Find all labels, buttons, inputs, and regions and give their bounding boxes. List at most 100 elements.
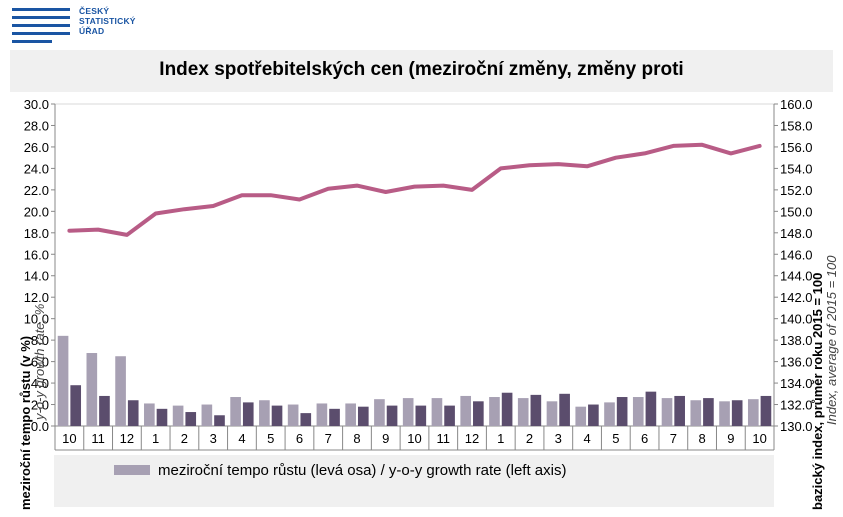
bar-growth-curr [70,385,82,426]
bar-growth-prev [690,400,702,426]
bar-growth-curr [731,400,743,426]
bar-growth-curr [473,401,484,426]
left-tick-label: 4.0 [31,376,49,391]
bar-growth-curr [214,415,225,426]
bar-growth-prev [86,353,98,426]
bar-growth-prev [402,398,414,426]
bar-growth-prev [719,401,730,426]
category-label: 5 [267,431,274,446]
right-tick-label: 146.0 [780,247,813,262]
bar-growth-curr [386,405,398,426]
legend: meziroční tempo růstu (levá osa) / y-o-y… [54,455,774,507]
category-label: 4 [583,431,590,446]
bar-growth-prev [287,404,299,426]
right-tick-label: 132.0 [780,398,813,413]
bar-growth-prev [661,398,673,426]
left-axis-label-en: y-o-y growth rate, % [32,303,47,420]
right-tick-label: 140.0 [780,312,813,327]
logo-stripe [12,16,70,19]
logo-line-2: STATISTICKÝ [79,16,136,26]
right-tick-label: 160.0 [780,97,813,112]
left-tick-label: 2.0 [31,398,49,413]
left-tick-label: 20.0 [24,204,49,219]
logo-line-1: ČESKÝ [79,6,110,16]
logo-stripe [12,32,70,35]
logo-line-3: ÚŘAD [79,26,105,36]
left-tick-label: 30.0 [24,97,49,112]
category-label: 6 [641,431,648,446]
bar-growth-curr [559,393,570,426]
category-label: 12 [120,431,134,446]
bar-growth-prev [575,406,587,426]
right-tick-label: 152.0 [780,183,813,198]
left-tick-label: 12.0 [24,290,49,305]
left-tick-label: 18.0 [24,226,49,241]
category-label: 1 [152,431,159,446]
bar-growth-curr [329,408,340,426]
bar-growth-curr [99,395,110,426]
category-label: 1 [497,431,504,446]
bar-growth-curr [185,412,197,426]
left-tick-label: 22.0 [24,183,49,198]
bar-growth-prev [345,403,356,426]
bar-growth-prev [489,397,500,426]
left-tick-label: 16.0 [24,247,49,262]
bar-growth-prev [316,403,328,426]
left-tick-label: 26.0 [24,140,49,155]
bar-growth-curr [530,394,542,426]
logo-stripe [12,24,70,27]
category-label: 8 [698,431,705,446]
right-tick-label: 134.0 [780,376,813,391]
left-tick-label: 14.0 [24,269,49,284]
index-line [67,142,762,237]
bar-growth-curr [156,408,168,426]
bar-growth-prev [144,403,155,426]
bar-growth-prev [604,402,615,426]
bar-growth-curr [444,405,455,426]
right-tick-label: 148.0 [780,226,813,241]
category-label: 6 [296,431,303,446]
bar-growth-prev [230,397,241,426]
logo-stripe [12,40,52,43]
bar-growth-prev [115,356,126,426]
category-label: 8 [353,431,360,446]
left-tick-label: 8.0 [31,333,49,348]
bar-growth-prev [431,398,443,426]
left-tick-label: 24.0 [24,161,49,176]
bar-growth-curr [645,391,657,426]
right-tick-label: 158.0 [780,118,813,133]
bar-growth-prev [632,397,644,426]
bar-growth-curr [760,395,772,426]
category-label: 11 [437,431,451,446]
bar-growth-curr [300,413,312,426]
category-label: 12 [465,431,479,446]
bar-growth-prev [57,335,69,426]
bar-growth-prev [374,399,385,426]
chart-title: Index spotřebitelských cen (meziroční zm… [159,59,684,80]
left-axis-label: meziroční tempo růstu (v %) [18,335,33,510]
right-tick-label: 130.0 [780,419,813,434]
bar-growth-curr [415,405,427,426]
right-tick-label: 154.0 [780,161,813,176]
right-axis-label: bazický index, průměr roku 2015 = 100 [810,272,825,510]
bar-growth-prev [460,395,472,426]
left-tick-label: 28.0 [24,118,49,133]
title-bar: Index spotřebitelských cen (meziroční zm… [10,50,833,92]
bar-growth-curr [501,392,513,426]
bar-growth-prev [172,405,184,426]
bar-growth-curr [357,406,369,426]
logo-stripe [12,8,70,11]
bar-growth-prev [201,404,213,426]
category-label: 4 [238,431,245,446]
category-label: 10 [752,431,766,446]
bar-growth-curr [674,395,685,426]
left-tick-label: 6.0 [31,355,49,370]
legend-swatch [114,465,150,475]
category-label: 10 [407,431,421,446]
cpi-chart: 0.0 2.0 4.0 6.0 8.0 10.0 12.0 14.0 16.0 18.0 20.0 2… [24,97,813,451]
category-label: 2 [526,431,533,446]
bar-growth-curr [271,405,283,426]
bar-growth-curr [588,404,599,426]
category-label: 9 [727,431,734,446]
left-tick-label: 0.0 [31,419,49,434]
